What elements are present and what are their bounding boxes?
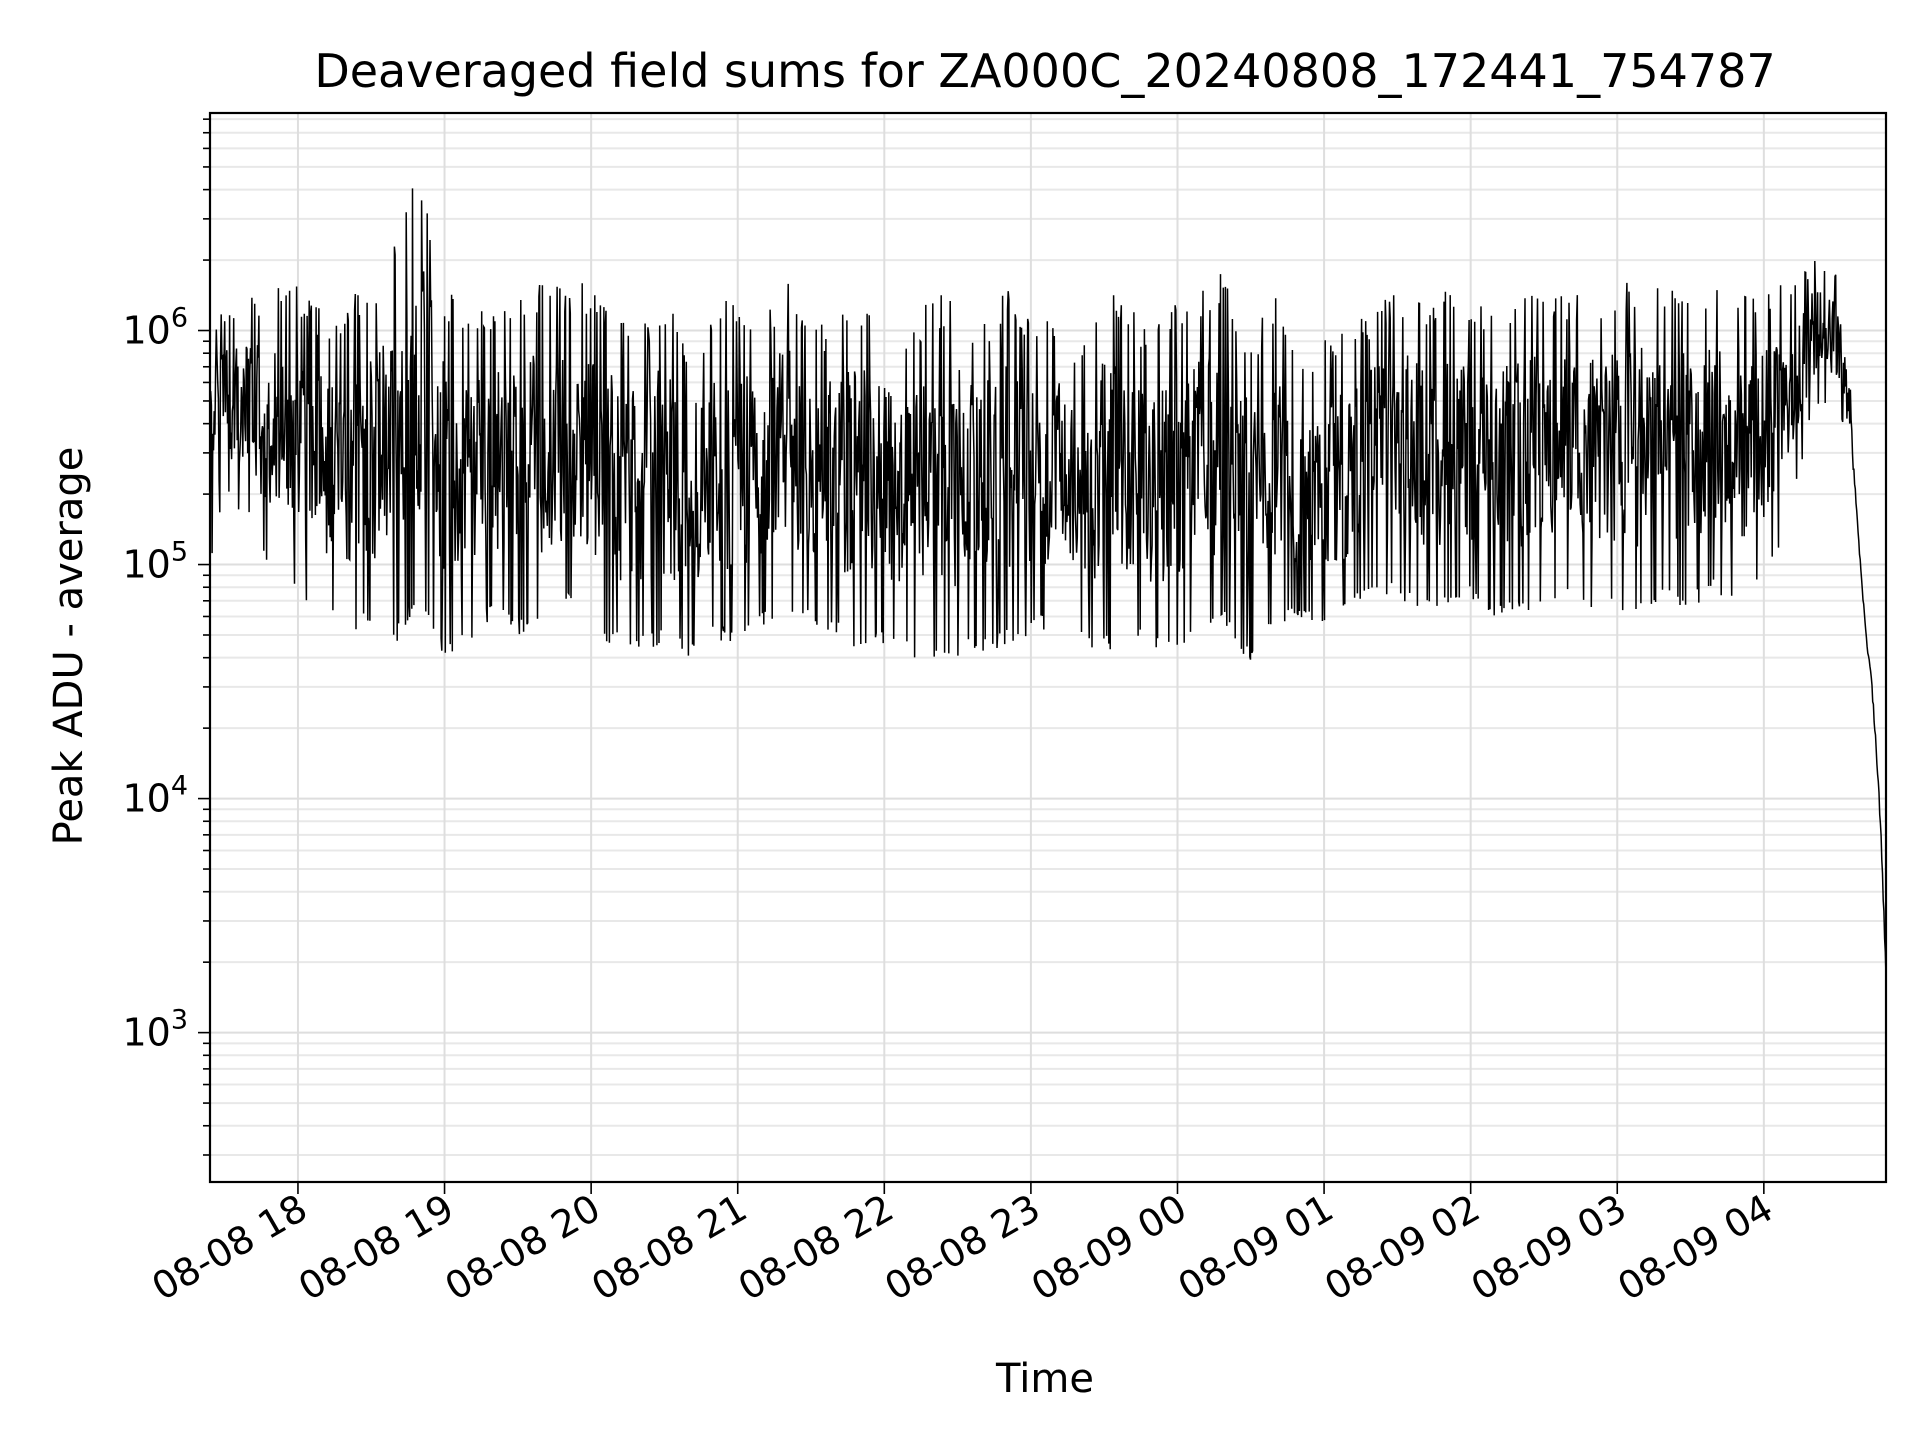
x-tick-label: 08-09 02 [1317,1186,1487,1310]
x-tick-label: 08-08 18 [144,1186,314,1310]
chart-title: Deaveraged field sums for ZA000C_2024080… [314,44,1775,98]
y-tick-label: 103 [122,1005,188,1055]
x-tick-label: 08-09 00 [1024,1186,1194,1310]
x-tick-label: 08-08 22 [731,1186,901,1310]
y-tick-label: 105 [122,537,188,587]
series-line [210,188,1886,976]
x-tick-label: 08-09 04 [1610,1186,1780,1310]
x-tick-label: 08-08 20 [438,1186,608,1310]
plot-frame [210,113,1886,1182]
y-tick-label: 106 [122,303,188,353]
series-group [210,188,1886,976]
x-tick-label: 08-08 21 [584,1186,754,1310]
x-tick-label: 08-08 19 [291,1186,461,1310]
x-axis-label: Time [995,1356,1094,1402]
x-tick-label: 08-08 23 [877,1186,1047,1310]
y-tick-label: 104 [122,771,188,821]
y-axis: 103 104 105 106 [122,119,210,1155]
x-tick-label: 08-09 03 [1464,1186,1634,1310]
grid [210,113,1886,1182]
y-axis-label: Peak ADU - average [46,447,92,846]
x-tick-label: 08-09 01 [1171,1186,1341,1310]
